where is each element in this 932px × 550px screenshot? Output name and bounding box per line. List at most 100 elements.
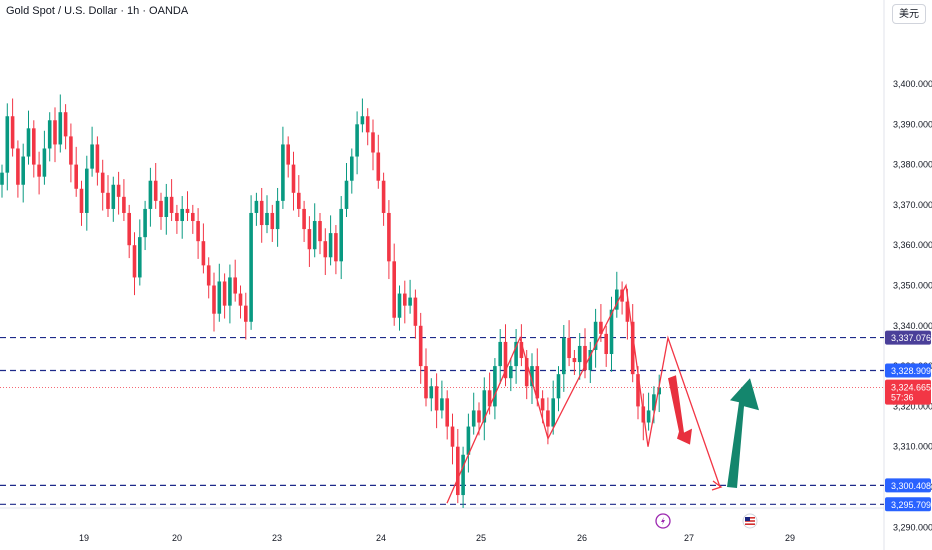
candle [466, 413, 471, 473]
candle-body [593, 321, 598, 350]
candle-body [487, 390, 492, 407]
candle-body [572, 358, 577, 363]
candle [100, 159, 105, 211]
candle-body [286, 144, 290, 165]
candle [169, 179, 174, 222]
candle [524, 349, 529, 400]
level-price-tag: 3,300.408 [885, 478, 931, 493]
candle-body [254, 200, 259, 213]
candle [95, 136, 100, 186]
candle [222, 273, 227, 319]
candle-body [344, 180, 349, 209]
candle-body [169, 196, 174, 213]
candle-body [212, 285, 216, 314]
candle [74, 146, 78, 197]
level-price-tag: 3,328.909 [885, 363, 931, 378]
candle-body [249, 212, 253, 322]
candle-body [450, 426, 455, 447]
price-tick-label: 3,370.000 [893, 200, 932, 210]
candle-body [79, 188, 84, 213]
candle-body [42, 148, 47, 177]
candle-body [493, 366, 497, 407]
event-icons[interactable] [655, 513, 758, 529]
candle [265, 195, 269, 234]
candle [583, 328, 587, 379]
candle-body [615, 289, 619, 310]
candle-body [360, 116, 365, 125]
candle [482, 377, 487, 441]
candle-body [53, 120, 57, 145]
candle [127, 204, 131, 259]
candle [450, 413, 455, 465]
candle [63, 104, 68, 150]
candle [535, 348, 540, 407]
candle [392, 243, 396, 326]
candle-body [222, 281, 227, 306]
candle [58, 94, 63, 153]
candle-body [403, 293, 407, 306]
candle-body [153, 180, 158, 201]
candle [259, 187, 264, 243]
pattern-annotations[interactable] [446, 283, 759, 504]
bullish-arrow-icon[interactable] [727, 378, 759, 488]
price-tick-label: 3,310.000 [893, 442, 932, 452]
candle-body [387, 212, 391, 262]
candle-body [350, 156, 354, 181]
candle-body [21, 156, 25, 185]
plot-area[interactable] [0, 0, 885, 550]
price-tick-label: 3,320.000 [893, 401, 932, 411]
candle-body [562, 337, 566, 375]
candle-body [10, 116, 15, 149]
candle-body [191, 212, 195, 222]
candle-body [466, 426, 471, 455]
candle [191, 204, 195, 234]
candle-body [297, 192, 301, 209]
candle [424, 348, 428, 407]
candle [159, 192, 163, 230]
candle [217, 263, 222, 322]
candle-body [100, 172, 105, 193]
candle-body [233, 277, 237, 294]
candle-body [461, 454, 465, 496]
candle [175, 204, 179, 234]
price-axis[interactable]: 3,290.0003,300.0003,310.0003,320.0003,33… [893, 79, 932, 532]
currency-button[interactable]: 美元 [892, 4, 926, 24]
price-tick-label: 3,350.000 [893, 281, 932, 291]
zigzag-pattern-line[interactable] [446, 283, 721, 504]
candle [26, 110, 31, 165]
candle-body [132, 245, 137, 278]
time-tick-label: 29 [785, 533, 795, 543]
candle-body [551, 398, 555, 427]
candle [42, 130, 47, 185]
level-tag-bg [885, 478, 931, 493]
bearish-arrow-icon[interactable] [668, 375, 692, 445]
candle-body [238, 293, 243, 306]
candle [493, 358, 497, 420]
time-axis[interactable]: 19 20 23 24 25 26 27 29 [79, 533, 795, 543]
candle [291, 151, 296, 211]
current-price-tag-bg [885, 379, 931, 405]
candle [111, 176, 116, 222]
candle-body [424, 366, 428, 399]
us-flag-event-icon[interactable] [742, 513, 758, 529]
candle-body [482, 390, 487, 423]
candle-body [567, 337, 571, 359]
candle [79, 180, 84, 226]
candle [615, 271, 619, 318]
lightning-event-icon[interactable] [655, 513, 671, 529]
candle [646, 392, 651, 431]
time-tick-label: 23 [272, 533, 282, 543]
candle [530, 353, 534, 404]
candle [228, 264, 232, 324]
candle-body [535, 366, 540, 399]
candle [85, 155, 89, 231]
candle-body [498, 341, 502, 367]
candle-body [355, 124, 359, 157]
candle-body [620, 289, 624, 302]
candle [445, 390, 449, 440]
candle-body [604, 333, 608, 355]
candle [297, 175, 301, 217]
horizontal-levels[interactable] [0, 336, 884, 505]
candle-body [95, 144, 100, 173]
